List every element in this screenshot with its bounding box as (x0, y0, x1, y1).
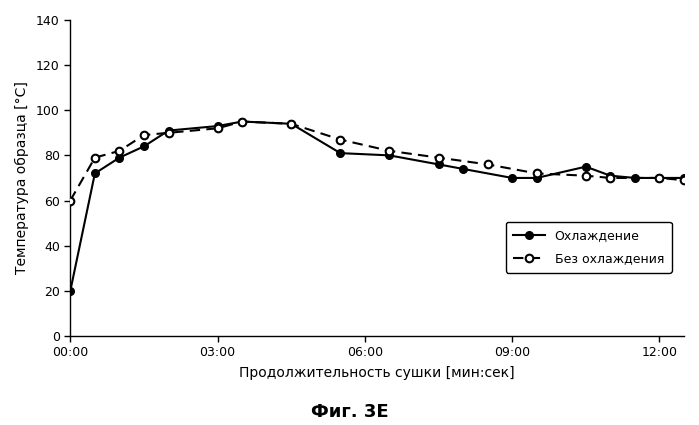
Охлаждение (140, 144, 148, 149)
X-axis label: Продолжительность сушки [мин:сек]: Продолжительность сушки [мин:сек] (239, 366, 515, 380)
Без охлаждения (385, 148, 394, 153)
Охлаждение (533, 176, 541, 181)
Без охлаждения (213, 126, 222, 131)
Без охлаждения (533, 171, 541, 176)
Охлаждение (385, 153, 394, 158)
Охлаждение (336, 150, 345, 156)
Line: Охлаждение: Охлаждение (66, 118, 688, 295)
Без охлаждения (655, 176, 663, 181)
Охлаждение (508, 176, 517, 181)
Line: Без охлаждения: Без охлаждения (66, 118, 688, 204)
Охлаждение (115, 155, 124, 160)
Без охлаждения (91, 155, 99, 160)
Без охлаждения (434, 155, 442, 160)
Охлаждение (66, 288, 75, 293)
Охлаждение (434, 162, 442, 167)
Y-axis label: Температура образца [°С]: Температура образца [°С] (15, 82, 29, 275)
Без охлаждения (164, 130, 173, 136)
Охлаждение (459, 166, 467, 171)
Охлаждение (680, 176, 689, 181)
Без охлаждения (287, 121, 296, 126)
Охлаждение (91, 171, 99, 176)
Без охлаждения (140, 133, 148, 138)
Legend: Охлаждение, Без охлаждения: Охлаждение, Без охлаждения (506, 222, 672, 273)
Без охлаждения (484, 162, 492, 167)
Без охлаждения (336, 137, 345, 142)
Без охлаждения (238, 119, 246, 124)
Охлаждение (164, 128, 173, 133)
Охлаждение (213, 124, 222, 129)
Без охлаждения (606, 176, 614, 181)
Охлаждение (287, 121, 296, 126)
Без охлаждения (582, 173, 590, 178)
Без охлаждения (115, 148, 124, 153)
Без охлаждения (66, 198, 75, 203)
Text: Фиг. 3Е: Фиг. 3Е (310, 403, 389, 421)
Охлаждение (655, 176, 663, 181)
Охлаждение (238, 119, 246, 124)
Охлаждение (630, 176, 639, 181)
Без охлаждения (680, 178, 689, 183)
Охлаждение (582, 164, 590, 169)
Охлаждение (606, 173, 614, 178)
